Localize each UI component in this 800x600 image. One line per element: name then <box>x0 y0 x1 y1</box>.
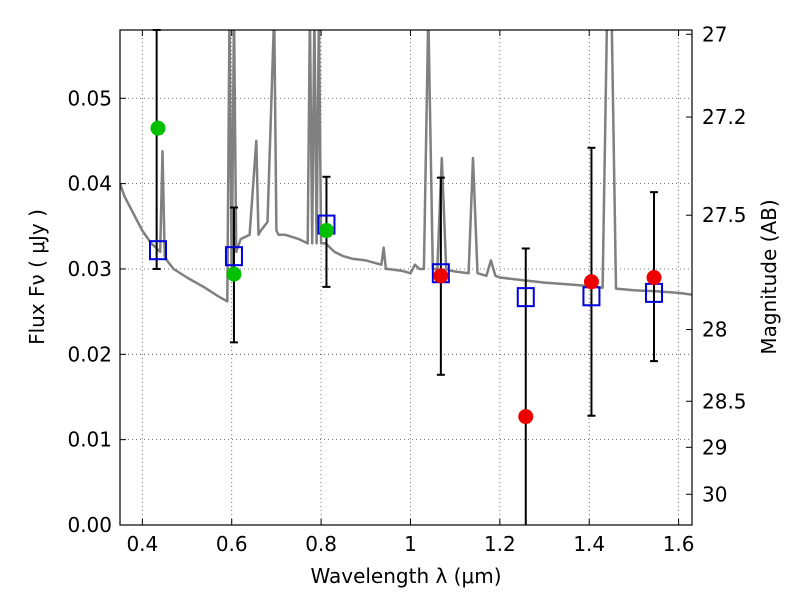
model-photometry-square <box>516 287 535 308</box>
x-tick-label: 1.4 <box>573 532 605 556</box>
model-photometry-square <box>148 240 167 261</box>
plot-frame <box>119 29 693 526</box>
y-axis-title: Flux Fν ( μJy ) <box>25 209 49 345</box>
y-tick-label: 0.03 <box>67 257 112 281</box>
x-tick-label: 1 <box>404 532 417 556</box>
x-tick-label: 1.2 <box>484 532 516 556</box>
y-tick-label: 0.05 <box>67 86 112 110</box>
y2-tick-label: 27.5 <box>702 203 747 227</box>
y-tick-label: 0.04 <box>67 172 112 196</box>
y2-axis-title: Magnitude (AB) <box>757 199 781 354</box>
spectrum-series <box>120 30 692 303</box>
y-tick-label: 0.02 <box>67 342 112 366</box>
y2-tick-label: 27 <box>702 22 727 46</box>
x-axis-title: Wavelength λ (μm) <box>310 564 501 588</box>
x-tick-label: 0.4 <box>126 532 158 556</box>
observed-nir-point <box>518 409 534 425</box>
spectrum-line <box>120 30 692 303</box>
model-photometry-square <box>224 246 243 267</box>
y2-tick-label: 27.2 <box>702 105 747 129</box>
observed-nir-point <box>433 268 449 284</box>
observed-nir-point <box>583 274 599 290</box>
y2-tick-label: 30 <box>702 482 727 506</box>
observed-optical-point <box>318 223 334 239</box>
x-tick-label: 1.6 <box>663 532 695 556</box>
x-tick-label: 0.8 <box>305 532 337 556</box>
markers <box>148 120 664 425</box>
observed-optical-point <box>150 120 166 136</box>
y2-tick-label: 28 <box>702 318 727 342</box>
grid <box>120 30 692 525</box>
observed-nir-point <box>646 270 662 285</box>
x-tick-label: 0.6 <box>216 532 248 556</box>
y2-tick-label: 28.5 <box>702 389 747 413</box>
ticks: 0.4 0.6 0.8 1 1.2 1.4 1.6 0.00 0.01 0.02 0.03 0.04 0… <box>67 22 746 556</box>
observed-optical-point <box>226 266 242 282</box>
y-tick-label: 0.01 <box>67 428 112 452</box>
y2-tick-label: 29 <box>702 435 727 459</box>
y-tick-label: 0.00 <box>67 513 112 537</box>
